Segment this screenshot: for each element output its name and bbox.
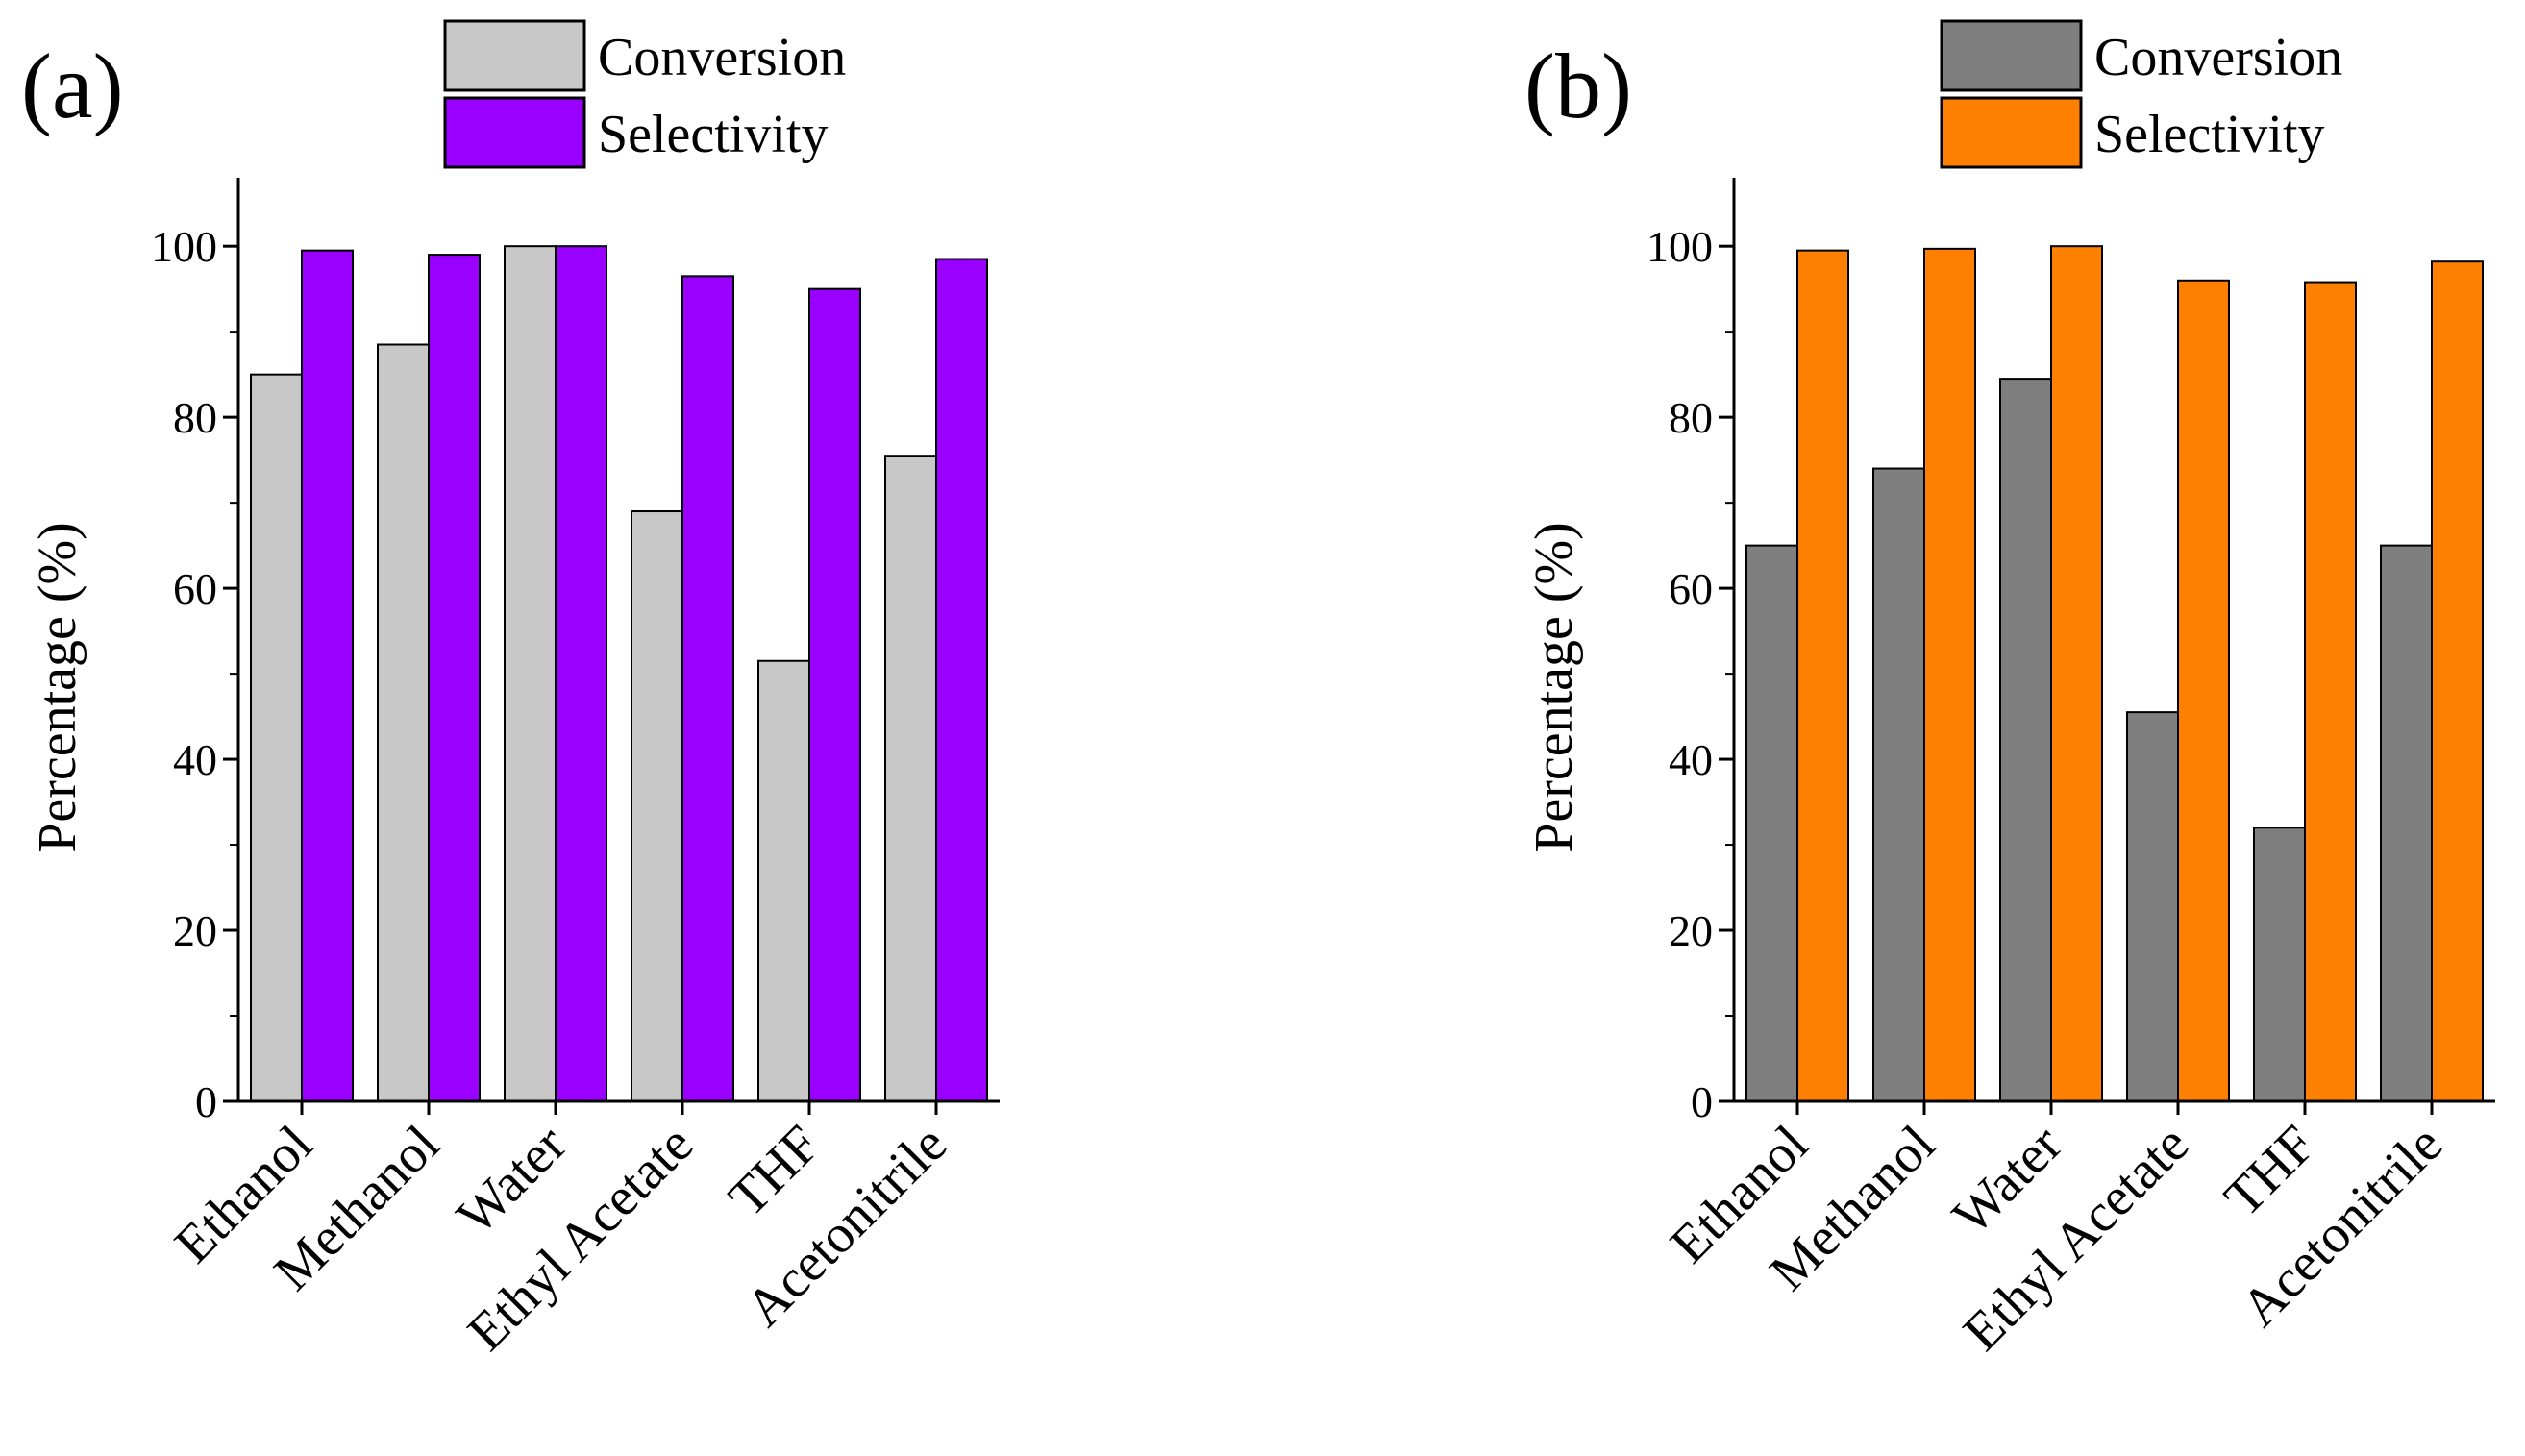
bar-conversion-thf bbox=[757, 659, 810, 1102]
x-category-label: THF bbox=[718, 1114, 832, 1228]
bar-selectivity-methanol bbox=[1923, 247, 1976, 1103]
bar-conversion-methanol bbox=[377, 343, 430, 1102]
y-tick-label: 40 bbox=[173, 735, 217, 784]
bar-selectivity-thf bbox=[808, 287, 861, 1103]
y-tick-label: 20 bbox=[173, 906, 217, 955]
legend-swatch-selectivity bbox=[1940, 96, 2083, 169]
bar-selectivity-water bbox=[2050, 245, 2103, 1102]
y-tick-label: 80 bbox=[173, 393, 217, 442]
y-tick-label: 20 bbox=[1669, 906, 1713, 955]
bar-selectivity-thf bbox=[2304, 281, 2357, 1102]
panel-label: (b) bbox=[1524, 35, 1632, 137]
panel-label: (a) bbox=[21, 35, 124, 137]
bar-conversion-water bbox=[504, 245, 557, 1102]
legend-label-conversion: Conversion bbox=[2094, 28, 2342, 87]
bar-conversion-water bbox=[1999, 378, 2052, 1102]
bar-conversion-methanol bbox=[1872, 467, 1925, 1102]
bars-group bbox=[1745, 245, 2484, 1103]
legend-label-conversion: Conversion bbox=[598, 28, 846, 87]
bar-conversion-thf bbox=[2253, 827, 2306, 1103]
y-ticks-group: 0 20 40 60 80 100 bbox=[1646, 222, 1734, 1126]
panel-b: (b) Conversion Selectivity Percentage (%… bbox=[1524, 19, 2495, 1363]
y-tick-label: 100 bbox=[151, 222, 217, 271]
bar-selectivity-ethanol bbox=[301, 249, 354, 1102]
y-tick-label: 40 bbox=[1669, 735, 1713, 784]
bar-conversion-acetonitrile bbox=[884, 455, 937, 1102]
bar-conversion-ethyl-acetate bbox=[2126, 711, 2179, 1103]
legend-label-selectivity: Selectivity bbox=[2094, 105, 2325, 164]
y-tick-label: 60 bbox=[1669, 564, 1713, 613]
legend-label-selectivity: Selectivity bbox=[598, 105, 829, 164]
bar-selectivity-acetonitrile bbox=[935, 258, 988, 1102]
x-category-label: THF bbox=[2214, 1114, 2328, 1228]
bar-conversion-acetonitrile bbox=[2380, 544, 2433, 1102]
bar-selectivity-methanol bbox=[428, 254, 481, 1103]
bar-conversion-ethyl-acetate bbox=[631, 510, 683, 1102]
legend-swatch-conversion bbox=[443, 19, 586, 92]
bar-conversion-ethanol bbox=[1745, 544, 1798, 1102]
y-tick-label: 0 bbox=[1691, 1077, 1713, 1126]
legend-swatch-conversion bbox=[1940, 19, 2083, 92]
y-tick-label: 0 bbox=[195, 1077, 217, 1126]
y-tick-label: 60 bbox=[173, 564, 217, 613]
panel-a: (a) Conversion Selectivity Percentage (%… bbox=[21, 19, 1000, 1363]
bars-group bbox=[250, 245, 988, 1103]
y-tick-label: 80 bbox=[1669, 393, 1713, 442]
bar-selectivity-ethanol bbox=[1796, 249, 1849, 1102]
y-ticks-group: 0 20 40 60 80 100 bbox=[151, 222, 238, 1126]
bar-conversion-ethanol bbox=[250, 373, 303, 1102]
bar-selectivity-acetonitrile bbox=[2431, 260, 2484, 1102]
y-tick-label: 100 bbox=[1646, 222, 1713, 271]
y-axis-label: Percentage (%) bbox=[28, 522, 87, 852]
bar-selectivity-ethyl-acetate bbox=[681, 275, 734, 1103]
legend-swatch-selectivity bbox=[443, 96, 586, 169]
y-axis-label: Percentage (%) bbox=[1524, 522, 1584, 852]
bar-selectivity-ethyl-acetate bbox=[2177, 279, 2230, 1102]
bar-selectivity-water bbox=[555, 245, 607, 1102]
